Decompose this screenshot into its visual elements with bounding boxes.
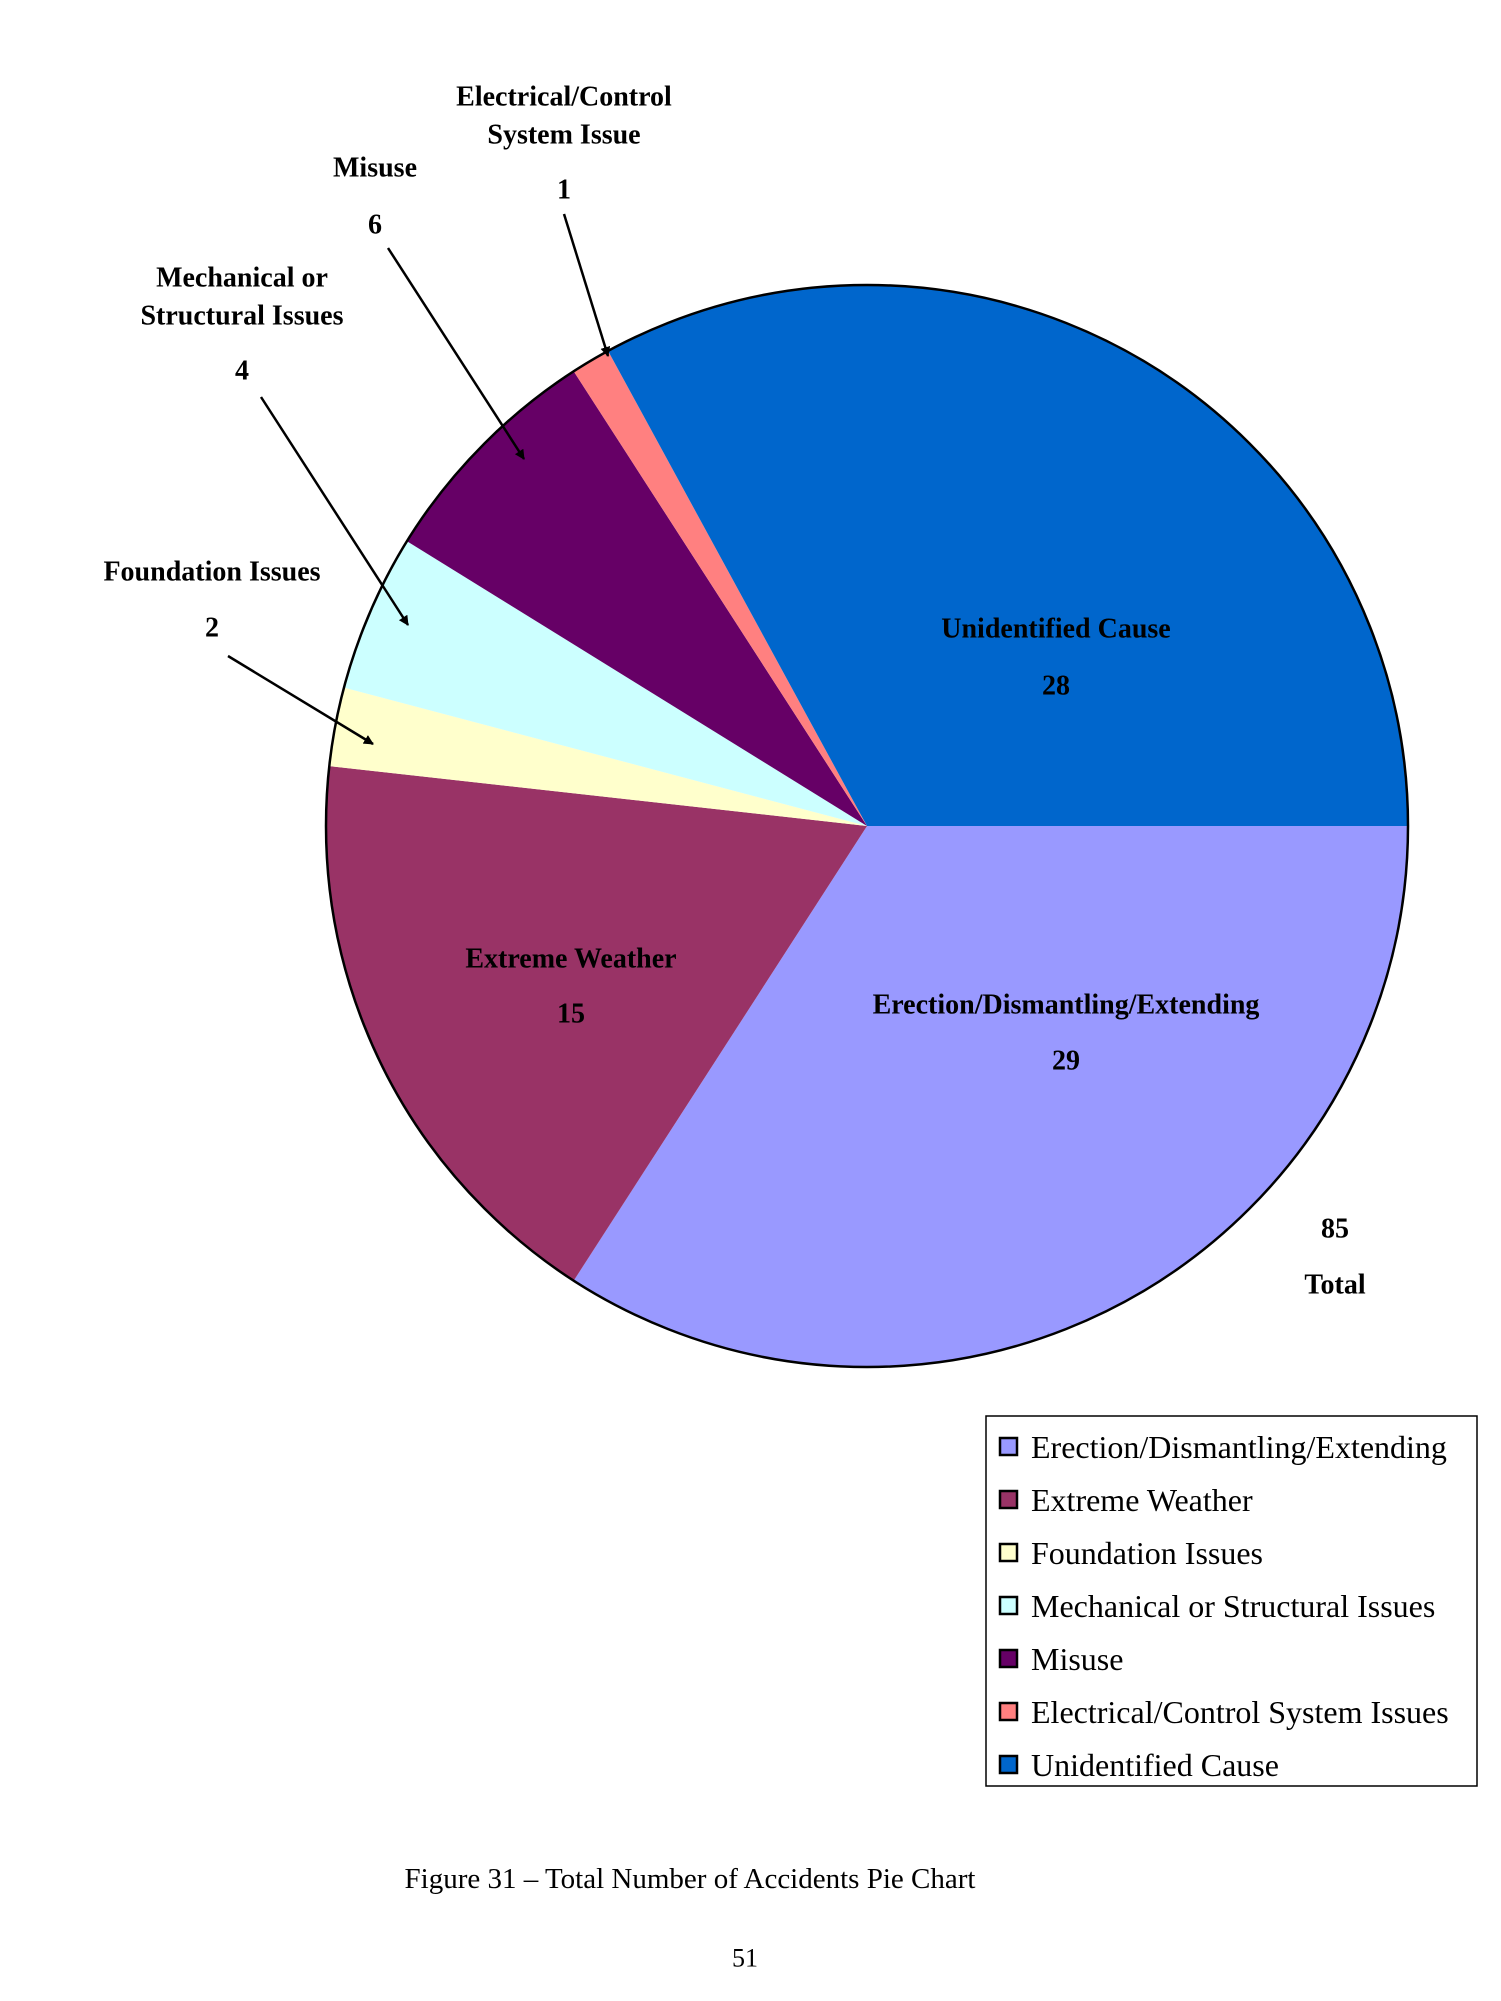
label-erection-name: Erection/Dismantling/Extending bbox=[873, 990, 1260, 1021]
label-misuse-value: 6 bbox=[368, 210, 382, 241]
pie-slices bbox=[324, 283, 1410, 1369]
legend-box bbox=[985, 1415, 1478, 1787]
legend: Erection/Dismantling/Extending Extreme We… bbox=[985, 1415, 1478, 1787]
legend-label: Misuse bbox=[1031, 1641, 1123, 1677]
pie-outline bbox=[324, 283, 1410, 1369]
legend-label: Unidentified Cause bbox=[1031, 1747, 1279, 1783]
arrow-foundation bbox=[227, 654, 374, 746]
legend-swatch bbox=[998, 1436, 1019, 1457]
legend-label: Erection/Dismantling/Extending bbox=[1031, 1429, 1447, 1465]
total-label: Total bbox=[1304, 1270, 1365, 1301]
pie-slice-foundation-issues bbox=[329, 687, 867, 826]
label-electrical-name-1: Electrical/Control bbox=[456, 82, 672, 113]
pie-slice-extreme-weather bbox=[325, 766, 867, 1281]
pie-slice-electrical-control-system-issues bbox=[573, 350, 867, 826]
legend-swatch bbox=[998, 1542, 1019, 1563]
label-electrical-value: 1 bbox=[557, 175, 571, 206]
legend-swatch bbox=[998, 1489, 1019, 1510]
figure-caption: Figure 31 – Total Number of Accidents Pi… bbox=[405, 1863, 976, 1895]
label-foundation-name: Foundation Issues bbox=[103, 557, 320, 588]
legend-label: Mechanical or Structural Issues bbox=[1031, 1588, 1435, 1624]
label-weather-value: 15 bbox=[557, 999, 585, 1030]
legend-label: Extreme Weather bbox=[1031, 1482, 1253, 1518]
label-erection-value: 29 bbox=[1052, 1046, 1080, 1077]
pie-slice-unidentified-cause bbox=[608, 284, 1408, 826]
legend-label: Foundation Issues bbox=[1031, 1535, 1263, 1571]
page-number: 51 bbox=[732, 1944, 758, 1973]
pie-slice-misuse bbox=[407, 371, 867, 826]
legend-swatch bbox=[998, 1754, 1019, 1775]
label-mechanical-value: 4 bbox=[235, 356, 249, 387]
legend-swatch bbox=[998, 1701, 1019, 1722]
label-mechanical-name-2: Structural Issues bbox=[140, 301, 343, 332]
label-misuse-name: Misuse bbox=[333, 153, 417, 184]
label-unidentified-name: Unidentified Cause bbox=[941, 614, 1170, 645]
label-unidentified-value: 28 bbox=[1042, 671, 1070, 702]
label-foundation-value: 2 bbox=[205, 613, 219, 644]
label-weather-name: Extreme Weather bbox=[465, 944, 676, 975]
arrow-electrical bbox=[562, 213, 611, 357]
legend-swatch bbox=[998, 1648, 1019, 1669]
legend-label: Electrical/Control System Issues bbox=[1031, 1694, 1449, 1730]
label-mechanical-name-1: Mechanical or bbox=[156, 263, 328, 294]
legend-swatch bbox=[998, 1595, 1019, 1616]
label-electrical-name-2: System Issue bbox=[487, 120, 640, 151]
arrow-misuse bbox=[386, 247, 526, 460]
pie-slice-erection-dismantling-extending bbox=[573, 826, 1409, 1367]
total-value: 85 bbox=[1321, 1214, 1349, 1245]
pie-slice-mechanical-or-structural-issues bbox=[344, 541, 867, 826]
arrow-mechanical bbox=[259, 396, 410, 626]
